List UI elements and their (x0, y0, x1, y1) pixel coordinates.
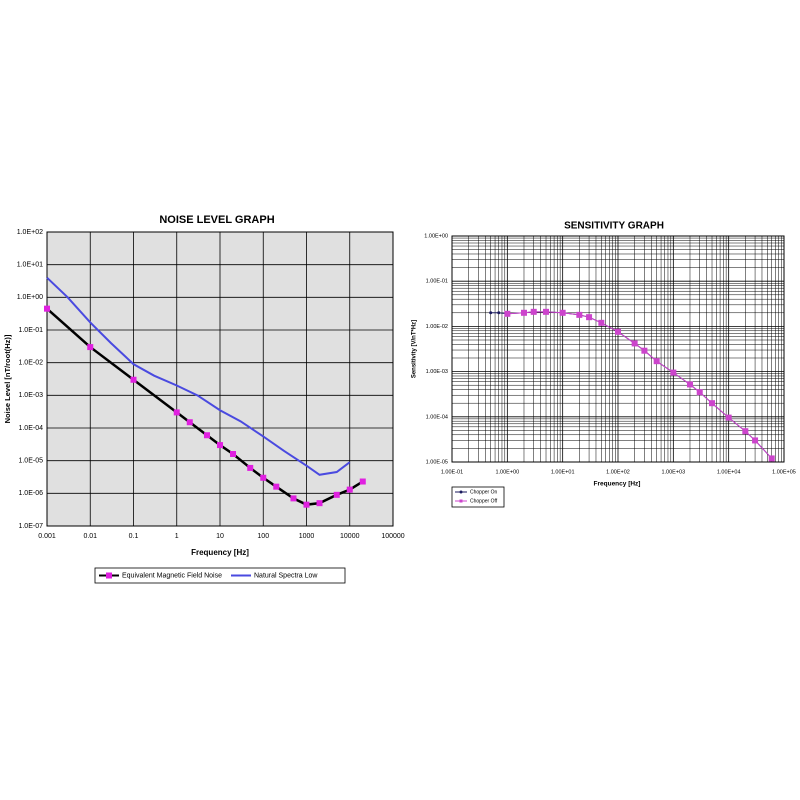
y-tick-label: 1.0E-03 (18, 392, 43, 399)
marker (186, 419, 193, 426)
marker (725, 414, 732, 421)
marker (217, 442, 223, 449)
marker (44, 305, 50, 312)
x-tick-label: 100 (257, 533, 269, 540)
marker (586, 314, 593, 321)
marker (742, 428, 749, 435)
legend-box (94, 567, 346, 584)
y-axis-label: Sensitivity [V/nT*Hz] (412, 320, 418, 378)
marker (333, 491, 340, 498)
x-axis-label: Frequency [Hz] (594, 481, 641, 488)
marker (768, 455, 775, 462)
marker (203, 432, 210, 439)
marker (173, 409, 180, 416)
marker (359, 478, 366, 485)
x-tick-label: 0.001 (38, 533, 56, 540)
marker (686, 381, 693, 388)
marker (273, 483, 280, 490)
marker (489, 311, 493, 315)
chart-title: NOISE LEVEL GRAPH (159, 214, 274, 226)
marker (543, 308, 550, 315)
legend-label: Equivalent Magnetic Field Noise (122, 572, 222, 579)
marker (520, 309, 527, 316)
marker (653, 358, 660, 365)
x-tick-label: 0.01 (83, 533, 97, 540)
marker (230, 450, 237, 457)
marker (303, 501, 310, 508)
marker (615, 328, 621, 335)
y-tick-label: 1.0E-04 (18, 425, 43, 432)
y-tick-label: 1.00E+00 (424, 233, 448, 239)
legend-label: Natural Spectra Low (254, 572, 318, 579)
x-tick-label: 100000 (381, 533, 404, 540)
marker (641, 347, 648, 354)
plot-border (451, 235, 785, 463)
x-tick-label: 1.00E+02 (606, 469, 630, 475)
marker (696, 389, 703, 396)
y-tick-label: 1.0E-06 (18, 490, 43, 497)
marker (670, 369, 677, 376)
x-tick-label: 1000 (299, 533, 315, 540)
y-tick-label: 1.0E-01 (18, 327, 43, 334)
y-tick-label: 1.00E-05 (426, 459, 448, 465)
y-axis-label: Noise Level [nT/root(Hz)] (3, 334, 12, 423)
x-tick-label: 0.1 (129, 533, 139, 540)
series-line (46, 276, 351, 476)
legend-label: Chopper Off (470, 498, 498, 504)
y-tick-label: 1.0E+01 (17, 262, 43, 269)
marker (459, 490, 463, 494)
marker (497, 311, 501, 315)
y-tick-label: 1.00E-04 (426, 414, 448, 420)
y-tick-label: 1.0E-05 (18, 458, 43, 465)
marker (504, 310, 511, 317)
marker (130, 376, 137, 383)
marker (260, 474, 267, 481)
marker (631, 340, 638, 347)
y-tick-label: 1.0E+02 (17, 229, 43, 236)
legend-label: Chopper On (470, 489, 497, 495)
marker (106, 572, 112, 579)
y-tick-label: 1.00E-01 (426, 279, 448, 285)
marker (346, 486, 353, 493)
x-tick-label: 1.00E+03 (661, 469, 685, 475)
x-tick-label: 1.00E+01 (551, 469, 575, 475)
marker (87, 344, 94, 351)
x-tick-label: 1.00E-01 (441, 469, 463, 475)
marker (459, 499, 463, 503)
marker (290, 495, 297, 502)
marker (316, 500, 323, 507)
marker (576, 311, 583, 318)
marker (247, 464, 254, 471)
x-tick-label: 1 (175, 533, 179, 540)
chart-title: SENSITIVITY GRAPH (564, 221, 664, 232)
marker (752, 437, 759, 444)
x-tick-label: 1.00E+04 (717, 469, 741, 475)
marker (709, 400, 716, 407)
marker (598, 319, 605, 326)
y-tick-label: 1.00E-03 (426, 369, 448, 375)
x-tick-label: 10 (216, 533, 224, 540)
plot-border (46, 231, 394, 527)
x-tick-label: 1.00E+05 (772, 469, 796, 475)
x-tick-label: 1.00E+00 (495, 469, 519, 475)
y-tick-label: 1.0E-02 (18, 360, 43, 367)
x-tick-label: 10000 (340, 533, 360, 540)
y-tick-label: 1.0E+00 (17, 294, 43, 301)
marker (530, 308, 537, 315)
marker (559, 309, 566, 316)
y-tick-label: 1.00E-02 (426, 324, 448, 330)
y-tick-label: 1.0E-07 (18, 523, 43, 530)
x-axis-label: Frequency [Hz] (191, 548, 249, 557)
